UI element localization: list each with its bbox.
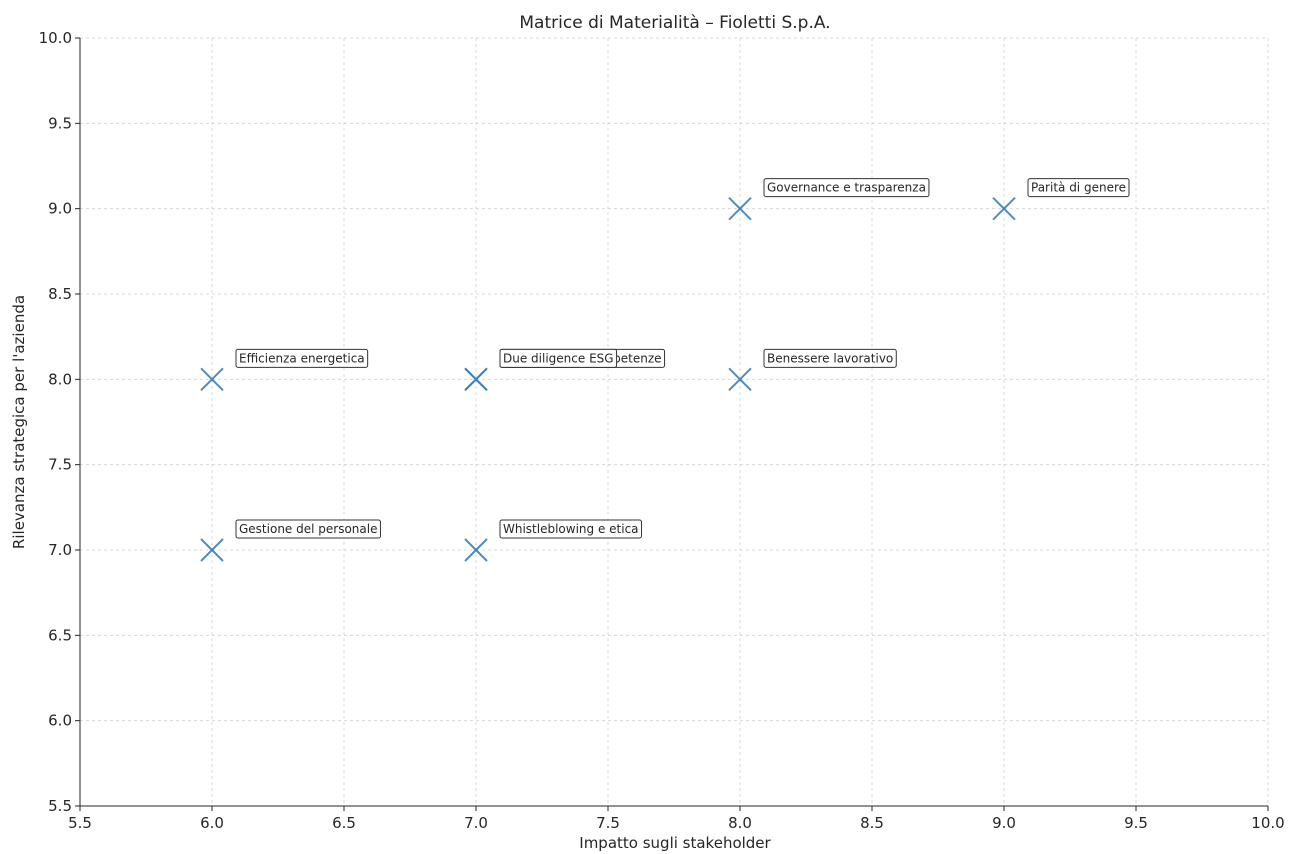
point-annotation: Gestione del personale xyxy=(235,519,381,539)
point-annotation: Benessere lavorativo xyxy=(763,348,897,368)
point-label: Gestione del personale xyxy=(239,522,377,536)
x-tick-label: 9.5 xyxy=(1124,814,1148,832)
data-point xyxy=(464,367,488,392)
y-tick-label: 7.0 xyxy=(48,541,72,559)
y-tick-label: 8.0 xyxy=(48,370,72,388)
grid-lines xyxy=(79,37,1269,807)
data-point xyxy=(728,196,752,221)
point-annotation: Due diligence ESG xyxy=(499,348,618,368)
data-point xyxy=(200,538,224,562)
point-label: Due diligence ESG xyxy=(503,351,614,365)
point-label: Efficienza energetica xyxy=(239,351,365,365)
point-annotation: Parità di genere xyxy=(1027,178,1130,198)
point-annotation: Whistleblowing e etica xyxy=(499,519,643,539)
x-tick-label: 7.5 xyxy=(596,814,620,832)
data-point xyxy=(728,367,752,392)
point-annotation: Governance e trasparenza xyxy=(763,178,930,198)
x-axis-label: Impatto sugli stakeholder xyxy=(579,834,771,852)
point-label: Governance e trasparenza xyxy=(767,181,926,195)
y-tick-label: 7.5 xyxy=(48,456,72,474)
x-tick-label: 6.5 xyxy=(332,814,356,832)
data-point xyxy=(200,367,224,392)
data-point xyxy=(464,538,488,562)
point-annotations: Governance e trasparenza Parità di genere… xyxy=(235,178,1130,539)
data-point xyxy=(992,196,1016,221)
point-annotation: Efficienza energetica xyxy=(235,348,369,368)
y-tick-label: 10.0 xyxy=(39,29,72,47)
chart-title: Matrice di Materialità – Fioletti S.p.A. xyxy=(519,13,830,33)
point-label: Benessere lavorativo xyxy=(767,351,893,365)
y-tick-label: 9.0 xyxy=(48,200,72,218)
x-tick-label: 10.0 xyxy=(1251,814,1284,832)
point-label: Parità di genere xyxy=(1031,181,1126,195)
y-tick-label: 8.5 xyxy=(48,285,72,303)
y-tick-label: 5.5 xyxy=(48,797,72,815)
y-tick-label: 9.5 xyxy=(48,114,72,132)
y-axis-label: Rilevanza strategica per l'azienda xyxy=(10,295,28,549)
x-tick-label: 5.5 xyxy=(68,814,92,832)
data-points xyxy=(200,196,1016,562)
x-tick-label: 6.0 xyxy=(200,814,224,832)
x-tick-label: 9.0 xyxy=(992,814,1016,832)
y-tick-label: 6.5 xyxy=(48,626,72,644)
x-tick-label: 7.0 xyxy=(464,814,488,832)
axes xyxy=(75,37,1269,811)
y-tick-label: 6.0 xyxy=(48,712,72,730)
x-tick-label: 8.0 xyxy=(728,814,752,832)
tick-labels: 5.5 6.0 6.5 7.0 7.5 8.0 8.5 9.0 9.5 10.0 5.5 6.0 6.5… xyxy=(39,29,1285,832)
point-label: Whistleblowing e etica xyxy=(503,522,639,536)
x-tick-label: 8.5 xyxy=(860,814,884,832)
